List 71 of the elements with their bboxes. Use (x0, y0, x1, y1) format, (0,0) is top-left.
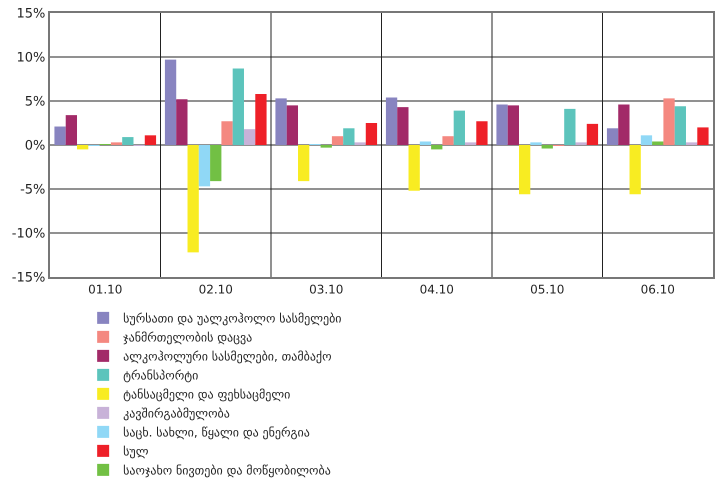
bar (354, 142, 366, 145)
y-tick-label: -10% (12, 226, 46, 242)
bar (575, 142, 587, 145)
bar (332, 136, 344, 145)
bar (244, 129, 256, 145)
bar (298, 145, 310, 182)
bar (618, 104, 630, 145)
bar (122, 137, 134, 145)
bar (530, 142, 542, 145)
bar (697, 127, 709, 145)
bar (54, 126, 66, 145)
legend-label: საოჯახო ნივთები და მოწყობილობა (123, 464, 331, 478)
legend-label: ალკოჰოლური სასმელები, თამბაქო (123, 350, 332, 364)
bar (442, 136, 454, 145)
bar (110, 142, 122, 145)
legend-label: ტანსაცმელი და ფეხსაცმელი (123, 388, 290, 402)
legend-label: სულ (123, 444, 149, 459)
y-tick-label: -15% (12, 270, 46, 286)
y-tick-label: 0% (24, 138, 46, 154)
bar (431, 145, 442, 150)
bar (77, 145, 88, 150)
bar (397, 107, 409, 145)
bar (652, 141, 664, 145)
x-tick-label: 03.10 (309, 282, 344, 296)
bar (420, 141, 432, 145)
bar (386, 97, 398, 145)
bar (663, 98, 675, 145)
bar (66, 115, 78, 145)
bar (686, 142, 698, 145)
bar (320, 145, 332, 148)
bar (144, 135, 156, 145)
x-tick-label: 02.10 (198, 282, 233, 296)
bar (343, 128, 354, 145)
bar (286, 105, 298, 145)
y-tick-label: 5% (24, 94, 46, 110)
legend-label: სურსათი და უალკოჰოლო სასმელები (123, 312, 342, 326)
bar (210, 145, 222, 182)
x-tick-label: 05.10 (530, 282, 564, 296)
bar (542, 145, 553, 149)
x-tick-label: 01.10 (88, 282, 122, 296)
bar (640, 135, 652, 145)
legend-label: ტრანსპორტი (123, 368, 198, 383)
y-tick-label: 15% (16, 6, 46, 22)
bar (476, 121, 488, 145)
y-tick-label: 10% (16, 50, 46, 66)
bar (496, 104, 508, 145)
legend-label: კავშირგაბმულობა (123, 406, 230, 421)
bar (464, 142, 476, 145)
bar (508, 105, 520, 145)
bar (674, 106, 686, 145)
bar (408, 145, 420, 191)
bar (255, 94, 267, 145)
y-tick-label: -5% (20, 182, 46, 198)
bar (232, 68, 244, 145)
bar (221, 121, 233, 145)
x-tick-label: 04.10 (420, 282, 454, 296)
bar (519, 145, 530, 194)
bar (176, 99, 188, 145)
bar (630, 145, 641, 194)
x-tick-label: 06.10 (640, 282, 675, 296)
bar (164, 60, 176, 145)
legend-label: ჯანმრთელობის დაცვა (123, 330, 252, 345)
bar (606, 128, 618, 145)
bar (275, 98, 287, 145)
bar (188, 145, 199, 252)
bar (586, 124, 598, 145)
bar (454, 110, 465, 145)
legend-label: საცხ. სახლი, წყალი და ენერგია (123, 426, 310, 440)
bar (366, 123, 378, 145)
bar (564, 108, 576, 145)
bar (198, 145, 210, 186)
